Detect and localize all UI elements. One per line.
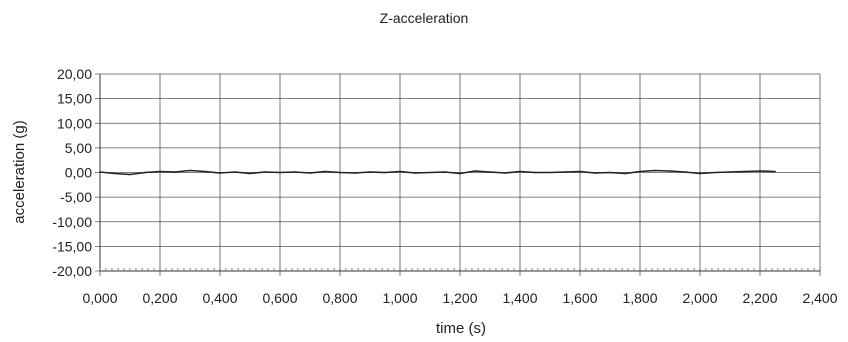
x-tick-labels: 0,000 0,200 0,400 0,600 0,800 1,000 1,200 1,400…: [82, 290, 837, 306]
data-point: [444, 171, 446, 173]
data-point: [684, 171, 686, 173]
data-point: [519, 170, 521, 173]
x-axis-title: time (s): [436, 320, 486, 337]
data-point: [189, 169, 191, 172]
data-point: [774, 170, 776, 173]
x-tick-label: 2,200: [742, 290, 777, 306]
data-point: [429, 171, 431, 174]
data-point: [264, 171, 266, 173]
x-tick-label: 1,400: [502, 290, 537, 306]
data-point: [414, 172, 416, 174]
data-point: [639, 170, 641, 173]
data-point: [129, 173, 131, 176]
data-point: [294, 171, 296, 173]
y-tick-label: -10,00: [52, 214, 92, 230]
series: [99, 169, 776, 176]
data-point: [714, 171, 716, 174]
data-point: [654, 169, 656, 172]
y-tick-label: -20,00: [52, 263, 92, 279]
x-tick-label: 0,200: [142, 290, 177, 306]
series-line: [99, 169, 776, 176]
data-point: [564, 171, 566, 173]
data-point: [174, 171, 176, 173]
x-tick-label: 0,800: [322, 290, 357, 306]
data-point: [459, 172, 461, 175]
data-point: [489, 171, 491, 173]
data-point: [99, 171, 101, 173]
data-point: [114, 172, 116, 175]
data-point: [504, 172, 506, 174]
y-axis-title: acceleration (g): [11, 120, 28, 223]
data-point: [474, 170, 476, 172]
data-point: [669, 170, 671, 172]
data-point: [399, 170, 401, 173]
data-point: [354, 172, 356, 174]
data-point: [324, 170, 326, 173]
x-tick-label: 1,800: [622, 290, 657, 306]
x-tick-label: 0,600: [262, 290, 297, 306]
data-point: [549, 171, 551, 174]
data-point: [744, 170, 746, 173]
x-tick-label: 1,200: [442, 290, 477, 306]
y-tick-label: -5,00: [60, 189, 92, 205]
data-point: [144, 171, 146, 174]
data-point: [534, 171, 536, 174]
data-point: [369, 171, 371, 173]
x-tick-label: 2,000: [682, 290, 717, 306]
data-point: [249, 172, 251, 175]
y-tick-label: 10,00: [57, 115, 92, 131]
y-tick-label: -15,00: [52, 238, 92, 254]
minor-ticks: [99, 268, 821, 271]
x-tick-label: 2,400: [802, 290, 837, 306]
x-tick-label: 0,400: [202, 290, 237, 306]
data-point: [384, 171, 386, 174]
data-point: [624, 172, 626, 175]
data-point: [234, 171, 236, 173]
y-tick-labels: 20,00 15,00 10,00 5,00 0,00 -5,00 -10,00 -15,00…: [52, 66, 92, 279]
data-point: [339, 171, 341, 174]
y-tick-label: 0,00: [65, 165, 92, 181]
chart-title: Z-acceleration: [380, 10, 469, 26]
y-tick-label: 20,00: [57, 66, 92, 82]
x-tick-label: 1,600: [562, 290, 597, 306]
data-point: [279, 171, 281, 174]
data-point: [219, 172, 221, 174]
data-point: [759, 170, 761, 172]
x-tick-label: 1,000: [382, 290, 417, 306]
data-point: [729, 171, 731, 173]
y-tick-label: 15,00: [57, 91, 92, 107]
data-point: [204, 170, 206, 173]
data-point: [609, 171, 611, 174]
data-point: [594, 172, 596, 174]
y-tick-label: 5,00: [65, 140, 92, 156]
data-point: [699, 172, 701, 175]
grid: [95, 73, 821, 276]
data-point: [579, 170, 581, 173]
data-point: [309, 172, 311, 174]
data-point: [159, 170, 161, 173]
x-tick-label: 0,000: [82, 290, 117, 306]
